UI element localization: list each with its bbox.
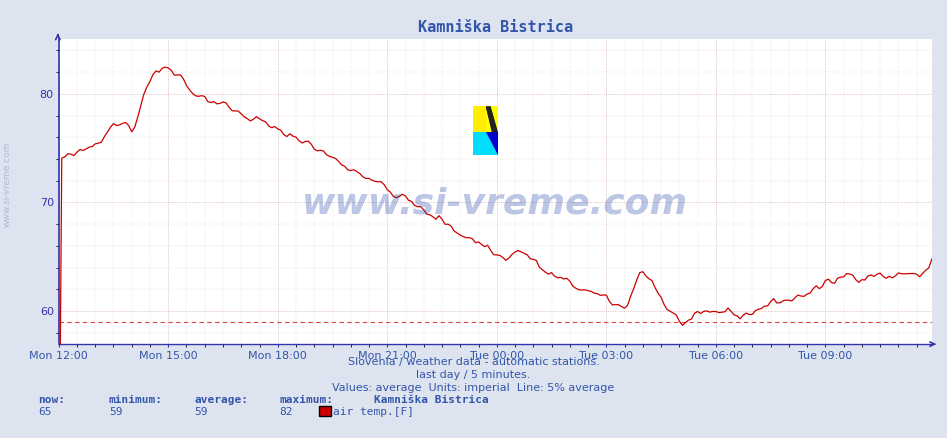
Text: www.si-vreme.com: www.si-vreme.com [302, 187, 688, 221]
Title: Kamniška Bistrica: Kamniška Bistrica [418, 21, 573, 35]
Text: average:: average: [194, 395, 248, 405]
Text: minimum:: minimum: [109, 395, 163, 405]
Text: 65: 65 [38, 407, 51, 417]
Text: 59: 59 [109, 407, 122, 417]
Text: now:: now: [38, 395, 65, 405]
Text: Values: average  Units: imperial  Line: 5% average: Values: average Units: imperial Line: 5%… [332, 383, 615, 393]
Text: last day / 5 minutes.: last day / 5 minutes. [417, 370, 530, 380]
Text: Kamniška Bistrica: Kamniška Bistrica [374, 395, 489, 405]
Text: www.si-vreme.com: www.si-vreme.com [3, 141, 12, 226]
Text: air temp.[F]: air temp.[F] [333, 407, 415, 417]
Text: Slovenia / weather data - automatic stations.: Slovenia / weather data - automatic stat… [348, 357, 599, 367]
Text: 59: 59 [194, 407, 207, 417]
Text: maximum:: maximum: [279, 395, 333, 405]
Text: 82: 82 [279, 407, 293, 417]
